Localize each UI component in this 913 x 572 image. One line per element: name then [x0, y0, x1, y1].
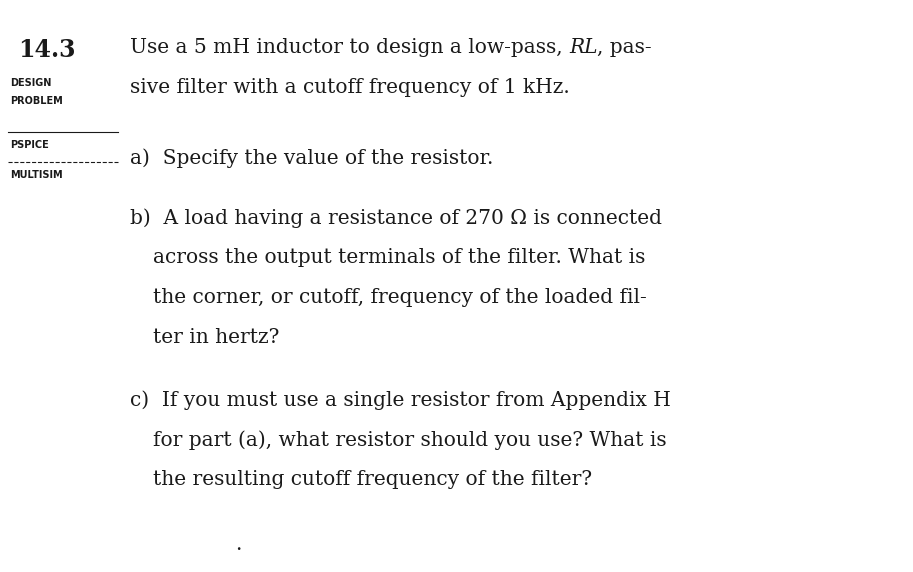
- Text: c)  If you must use a single resistor from Appendix H: c) If you must use a single resistor fro…: [130, 390, 671, 410]
- Text: sive filter with a cutoff frequency of 1 kHz.: sive filter with a cutoff frequency of 1…: [130, 78, 570, 97]
- Text: MULTISIM: MULTISIM: [10, 170, 63, 180]
- Text: DESIGN: DESIGN: [10, 78, 51, 88]
- Text: across the output terminals of the filter. What is: across the output terminals of the filte…: [153, 248, 645, 267]
- Text: RL: RL: [569, 38, 597, 57]
- Text: PROBLEM: PROBLEM: [10, 96, 63, 106]
- Text: a)  Specify the value of the resistor.: a) Specify the value of the resistor.: [130, 148, 493, 168]
- Text: ter in hertz?: ter in hertz?: [153, 328, 279, 347]
- Text: PSPICE: PSPICE: [10, 140, 48, 150]
- Text: .: .: [235, 535, 241, 554]
- Text: the corner, or cutoff, frequency of the loaded fil-: the corner, or cutoff, frequency of the …: [153, 288, 646, 307]
- Text: the resulting cutoff frequency of the filter?: the resulting cutoff frequency of the fi…: [153, 470, 593, 489]
- Text: 14.3: 14.3: [18, 38, 76, 62]
- Text: b)  A load having a resistance of 270 Ω is connected: b) A load having a resistance of 270 Ω i…: [130, 208, 662, 228]
- Text: Use a 5 mH inductor to design a low-pass,: Use a 5 mH inductor to design a low-pass…: [130, 38, 569, 57]
- Text: for part (a), what resistor should you use? What is: for part (a), what resistor should you u…: [153, 430, 666, 450]
- Text: , pas-: , pas-: [597, 38, 652, 57]
